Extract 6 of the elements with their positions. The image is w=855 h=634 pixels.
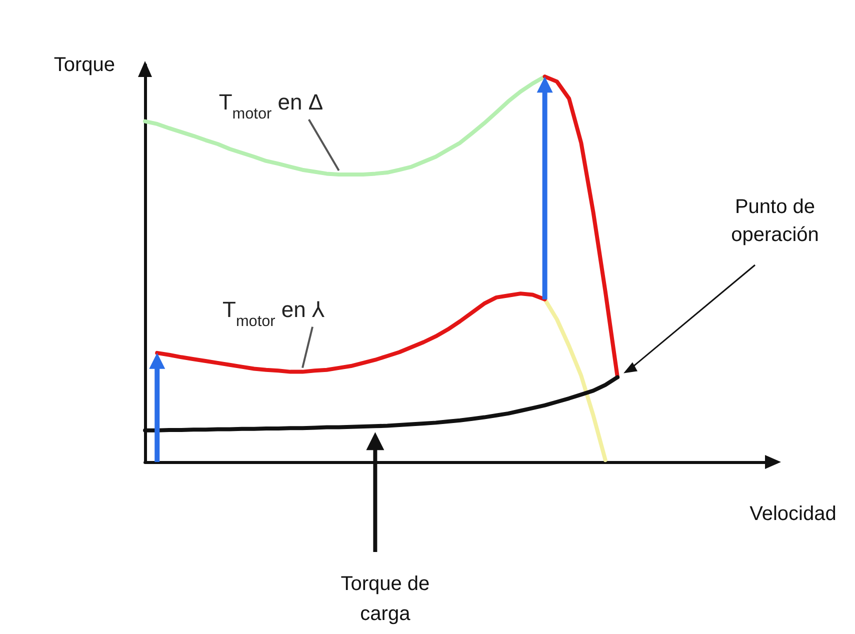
annotation: T$_{motor}$en ⅄ — [222, 296, 326, 330]
x-axis-title: Velocidad — [750, 503, 836, 525]
y-axis-title: Torque — [54, 54, 115, 76]
annotation: T$_{motor}$en Δ — [218, 89, 324, 122]
annotation: Punto de operación — [731, 196, 819, 246]
text: Torque de carga — [340, 573, 430, 625]
